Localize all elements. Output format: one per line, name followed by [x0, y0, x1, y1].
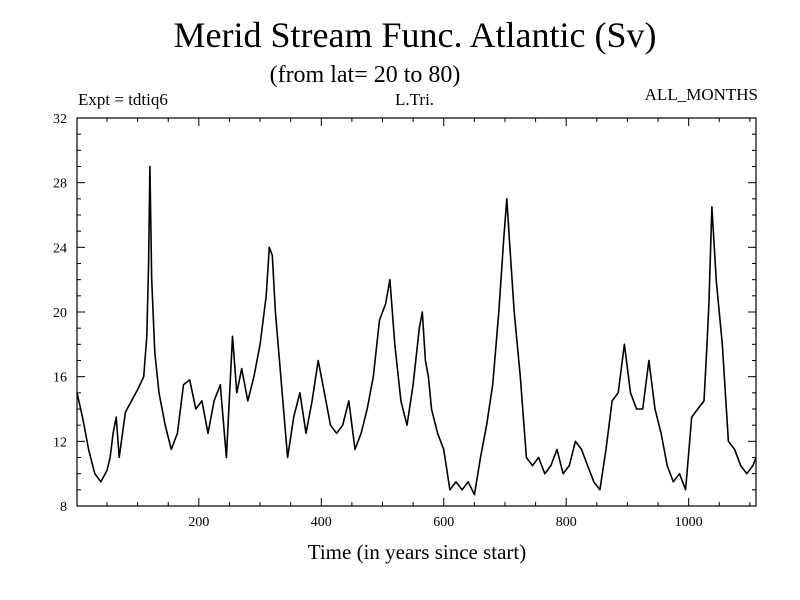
y-tick-label: 20 [53, 306, 67, 321]
x-axis-label: Time (in years since start) [307, 540, 527, 564]
x-tick-label: 1000 [675, 515, 703, 530]
chart-title: Merid Stream Func. Atlantic (Sv) [173, 15, 657, 55]
x-tick-label: 200 [188, 515, 209, 530]
filter-label: L.Tri. [395, 90, 435, 109]
experiment-label: Expt = tdtiq6 [78, 90, 168, 109]
x-tick-label: 400 [311, 515, 332, 530]
y-tick-label: 12 [53, 435, 67, 450]
y-tick-label: 32 [53, 112, 67, 127]
x-tick-label: 800 [556, 515, 577, 530]
x-tick-label: 600 [433, 515, 454, 530]
tick-layer: 8 12 16 20 24 28 32 200 400 600 800 1000 [53, 112, 756, 530]
chart-subtitle: (from lat= 20 to 80) [269, 62, 461, 88]
y-tick-label: 16 [53, 371, 67, 386]
months-label: ALL_MONTHS [644, 85, 758, 104]
y-tick-label: 28 [53, 177, 67, 192]
y-tick-label: 24 [53, 241, 67, 256]
series-line [76, 165, 757, 496]
plot-frame [76, 117, 757, 507]
y-tick-label: 8 [60, 500, 67, 515]
